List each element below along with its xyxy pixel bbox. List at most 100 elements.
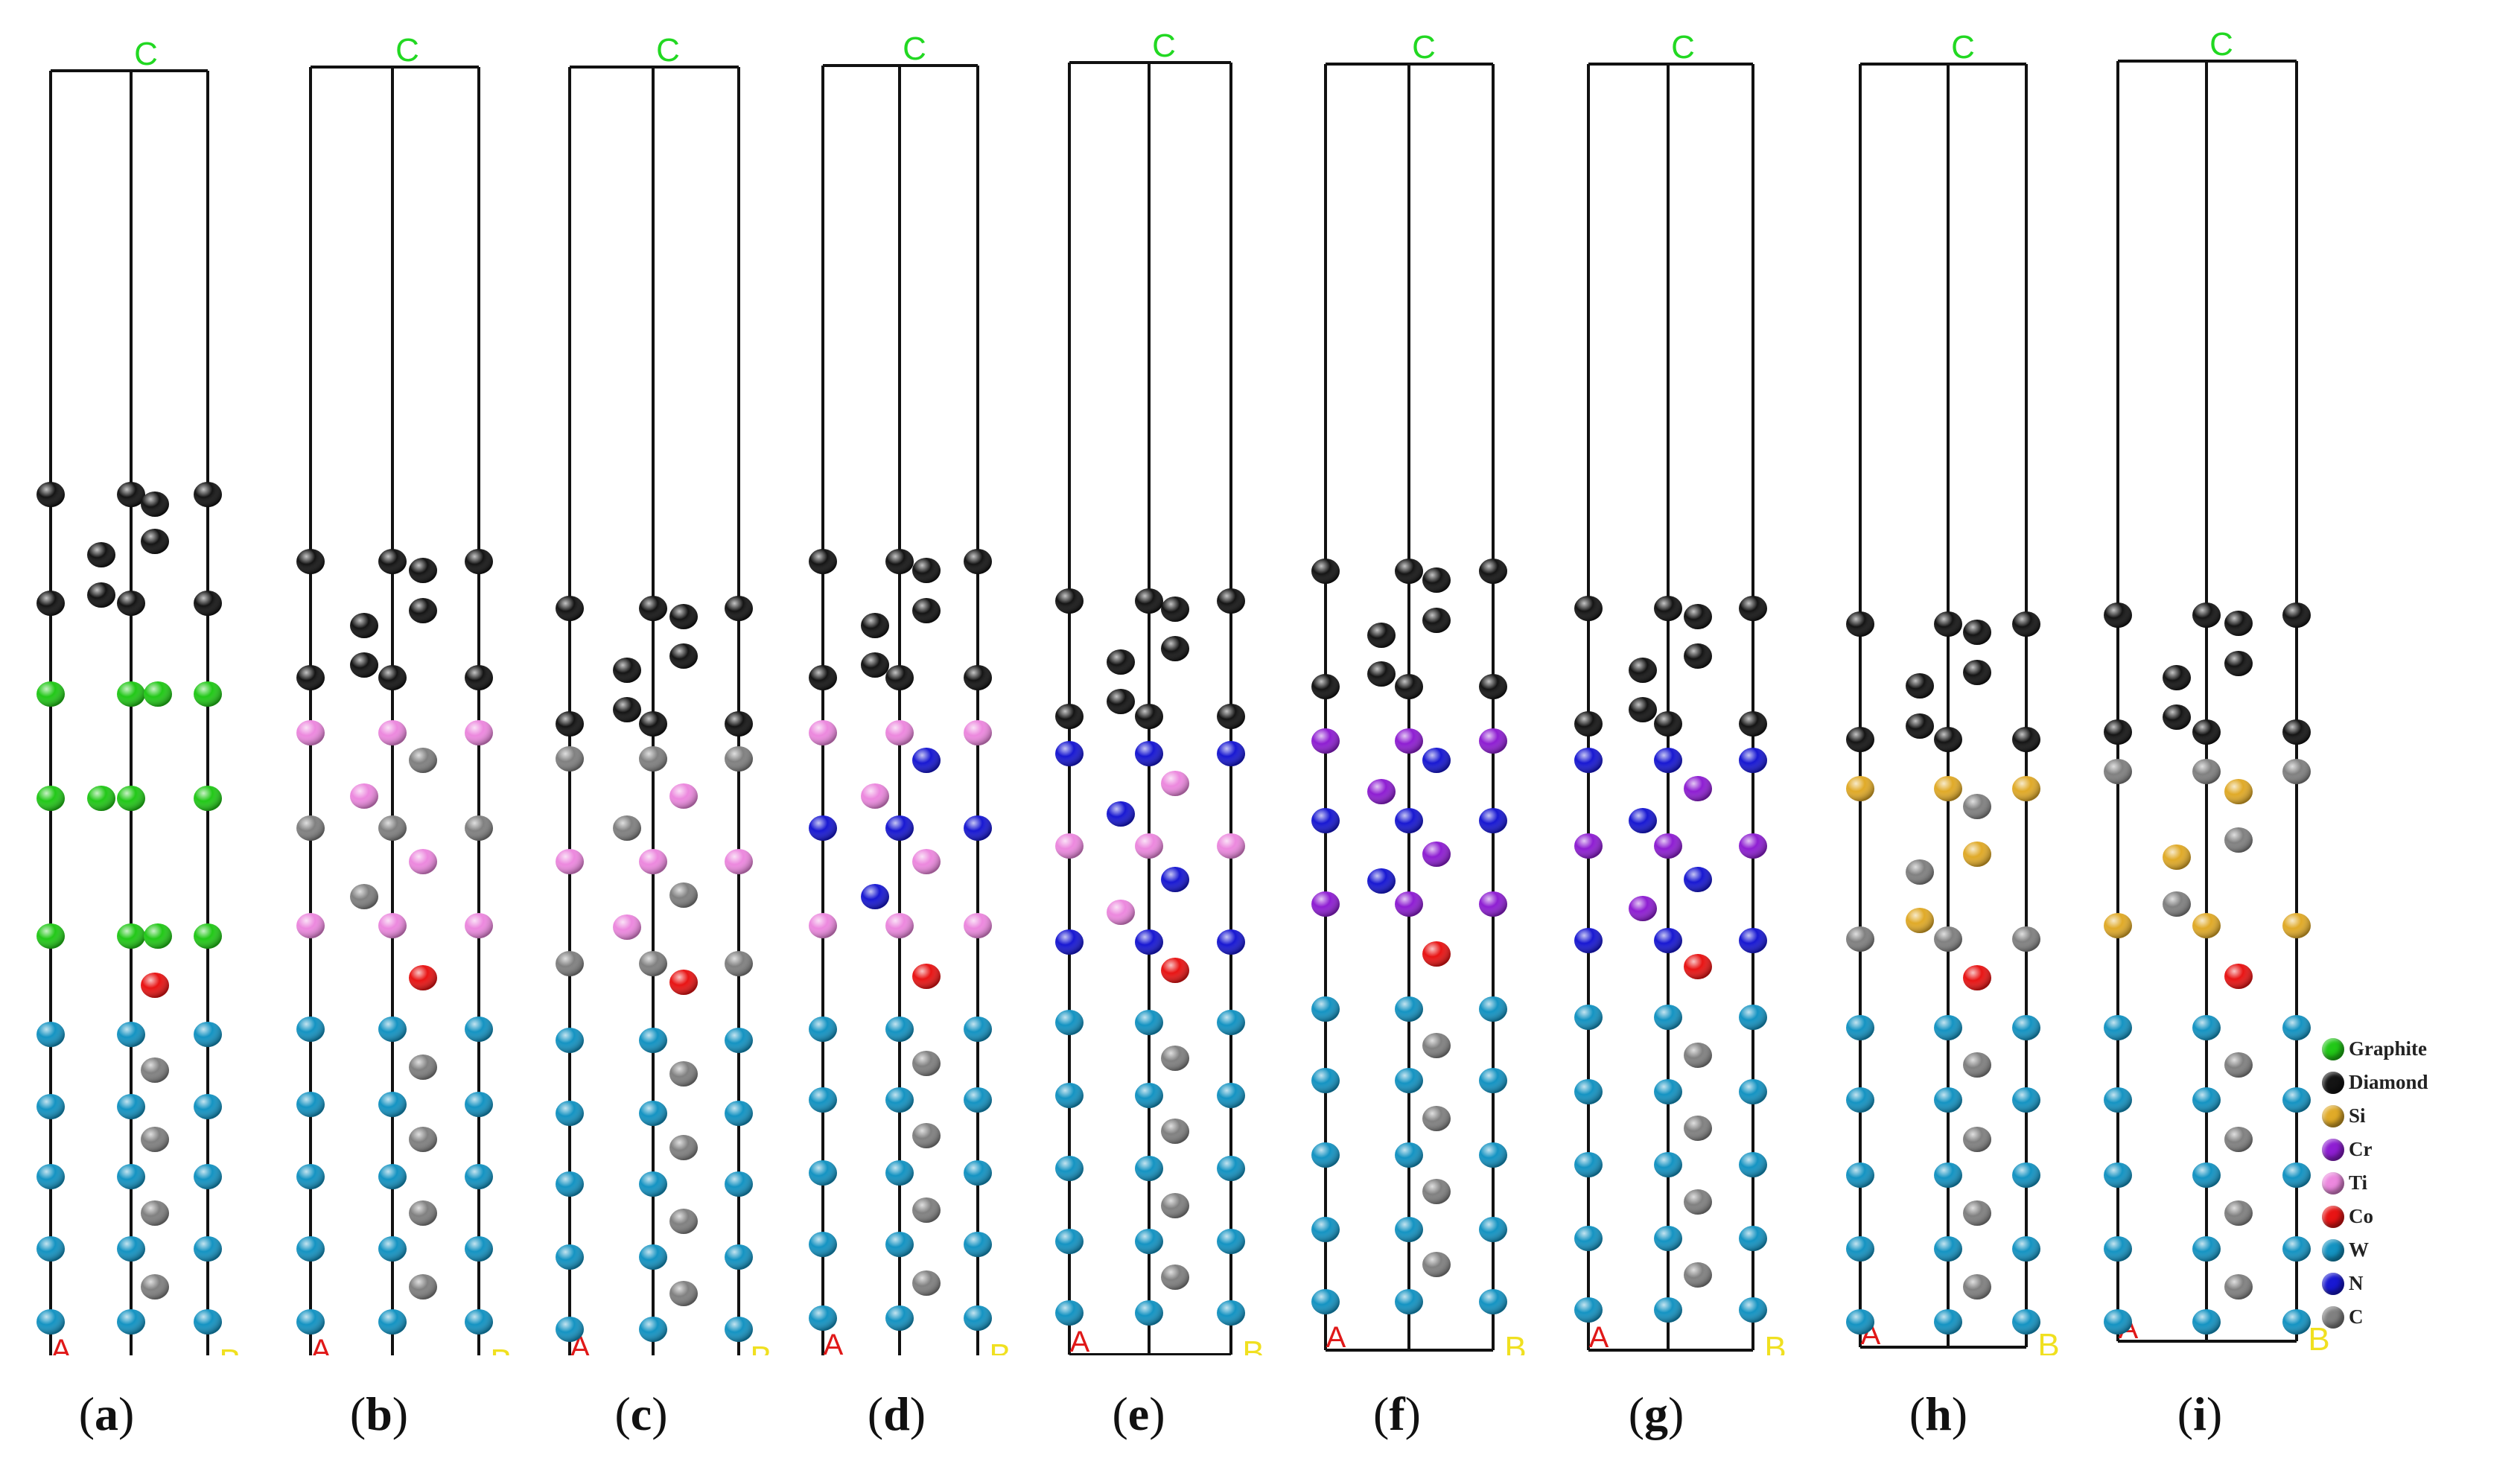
atom-c <box>669 1061 698 1087</box>
atom-c <box>1161 1193 1189 1218</box>
atom-diamond <box>2104 719 2132 745</box>
axis-label-c: C <box>1412 29 1436 66</box>
atom-diamond <box>1963 620 1991 645</box>
atom-w <box>36 1164 65 1189</box>
atom-co <box>1684 954 1712 979</box>
atom-diamond <box>1574 711 1603 737</box>
atom-diamond <box>1395 559 1423 584</box>
atom-w <box>556 1244 584 1270</box>
atom-ti <box>885 913 914 938</box>
atom-c <box>1963 1127 1991 1152</box>
legend: Graphite Diamond Si Cr Ti Co W N C <box>2322 1032 2517 1334</box>
atom-co <box>141 973 169 998</box>
atom-diamond <box>556 596 584 621</box>
atom-diamond <box>296 665 325 690</box>
atom-c <box>2192 759 2221 784</box>
atom-w <box>556 1317 584 1342</box>
axis-label-c: C <box>2209 26 2233 63</box>
panel-label-h: (h) <box>1909 1387 1968 1440</box>
atom-si <box>2012 776 2040 801</box>
atom-w <box>1311 1217 1340 1242</box>
atom-diamond <box>912 558 941 583</box>
atom-diamond <box>1217 588 1245 614</box>
atom-cr <box>1479 728 1507 754</box>
atom-w <box>2012 1309 2040 1335</box>
atom-c <box>350 884 378 909</box>
atom-diamond <box>669 604 698 629</box>
atom-w <box>2282 1015 2311 1040</box>
atom-diamond <box>296 549 325 574</box>
atom-graphite <box>117 786 145 811</box>
atom-diamond <box>1161 636 1189 661</box>
axis-label-b: B <box>1504 1330 1526 1355</box>
atom-c <box>141 1274 169 1300</box>
atom-w <box>2104 1236 2132 1262</box>
panel-g: C A B <box>1574 29 1786 1355</box>
atom-w <box>809 1160 837 1186</box>
atom-w <box>2012 1162 2040 1188</box>
atom-n <box>1217 929 1245 955</box>
atom-w <box>885 1160 914 1186</box>
atom-diamond <box>1217 704 1245 729</box>
atom-c <box>2224 1200 2253 1226</box>
atom-diamond <box>36 591 65 616</box>
atom-diamond <box>1684 643 1712 669</box>
atom-ti <box>912 849 941 874</box>
atom-w <box>1395 1142 1423 1168</box>
atom-w <box>1934 1015 1962 1040</box>
atom-si <box>2163 844 2191 870</box>
atom-si <box>1906 908 1934 933</box>
legend-swatch-n <box>2322 1272 2344 1295</box>
atom-w <box>194 1236 222 1262</box>
atom-n <box>885 815 914 841</box>
atom-diamond <box>378 665 407 690</box>
atom-diamond <box>1906 673 1934 699</box>
atom-si <box>2282 913 2311 938</box>
atom-w <box>1217 1156 1245 1181</box>
axis-label-a: A <box>824 1329 844 1355</box>
atom-graphite <box>36 681 65 707</box>
atom-c <box>2224 1052 2253 1078</box>
atom-w <box>1217 1010 1245 1035</box>
atom-c <box>1422 1106 1451 1131</box>
legend-item-ti: Ti <box>2322 1166 2517 1200</box>
atom-w <box>964 1017 992 1042</box>
legend-item-cr: Cr <box>2322 1133 2517 1166</box>
atom-diamond <box>1161 597 1189 622</box>
atom-cr <box>1395 891 1423 917</box>
atom-diamond <box>912 598 941 623</box>
atom-w <box>117 1022 145 1047</box>
atom-graphite <box>117 923 145 949</box>
panel-c: CAB <box>556 32 772 1355</box>
legend-swatch-ti <box>2322 1171 2344 1195</box>
axis-label-c: C <box>1671 29 1695 66</box>
atom-diamond <box>2163 665 2191 690</box>
atom-w <box>639 1101 667 1126</box>
atom-w <box>1934 1162 1962 1188</box>
atom-graphite <box>36 786 65 811</box>
axis-label-c: C <box>1951 29 1975 66</box>
atom-w <box>117 1309 145 1335</box>
legend-swatch-graphite <box>2322 1037 2344 1060</box>
atom-c <box>1963 1274 1991 1300</box>
atom-n <box>964 815 992 841</box>
atom-diamond <box>1963 660 1991 685</box>
atom-w <box>117 1164 145 1189</box>
atom-diamond <box>725 711 753 737</box>
atom-c <box>1963 1052 1991 1078</box>
atom-c <box>409 1200 437 1226</box>
atom-c <box>1963 794 1991 819</box>
atom-w <box>1934 1309 1962 1335</box>
axis-label-b: B <box>750 1340 771 1355</box>
atom-ti <box>613 914 641 940</box>
atom-w <box>36 1022 65 1047</box>
atom-diamond <box>1135 704 1163 729</box>
atom-ti <box>350 783 378 809</box>
axis-label-c: C <box>134 36 158 72</box>
panel-label-e: (e) <box>1112 1387 1165 1440</box>
atom-w <box>725 1244 753 1270</box>
atom-c <box>465 815 493 841</box>
panel-a: C A B <box>36 36 241 1355</box>
atom-ti <box>1161 771 1189 796</box>
atom-w <box>1311 996 1340 1022</box>
